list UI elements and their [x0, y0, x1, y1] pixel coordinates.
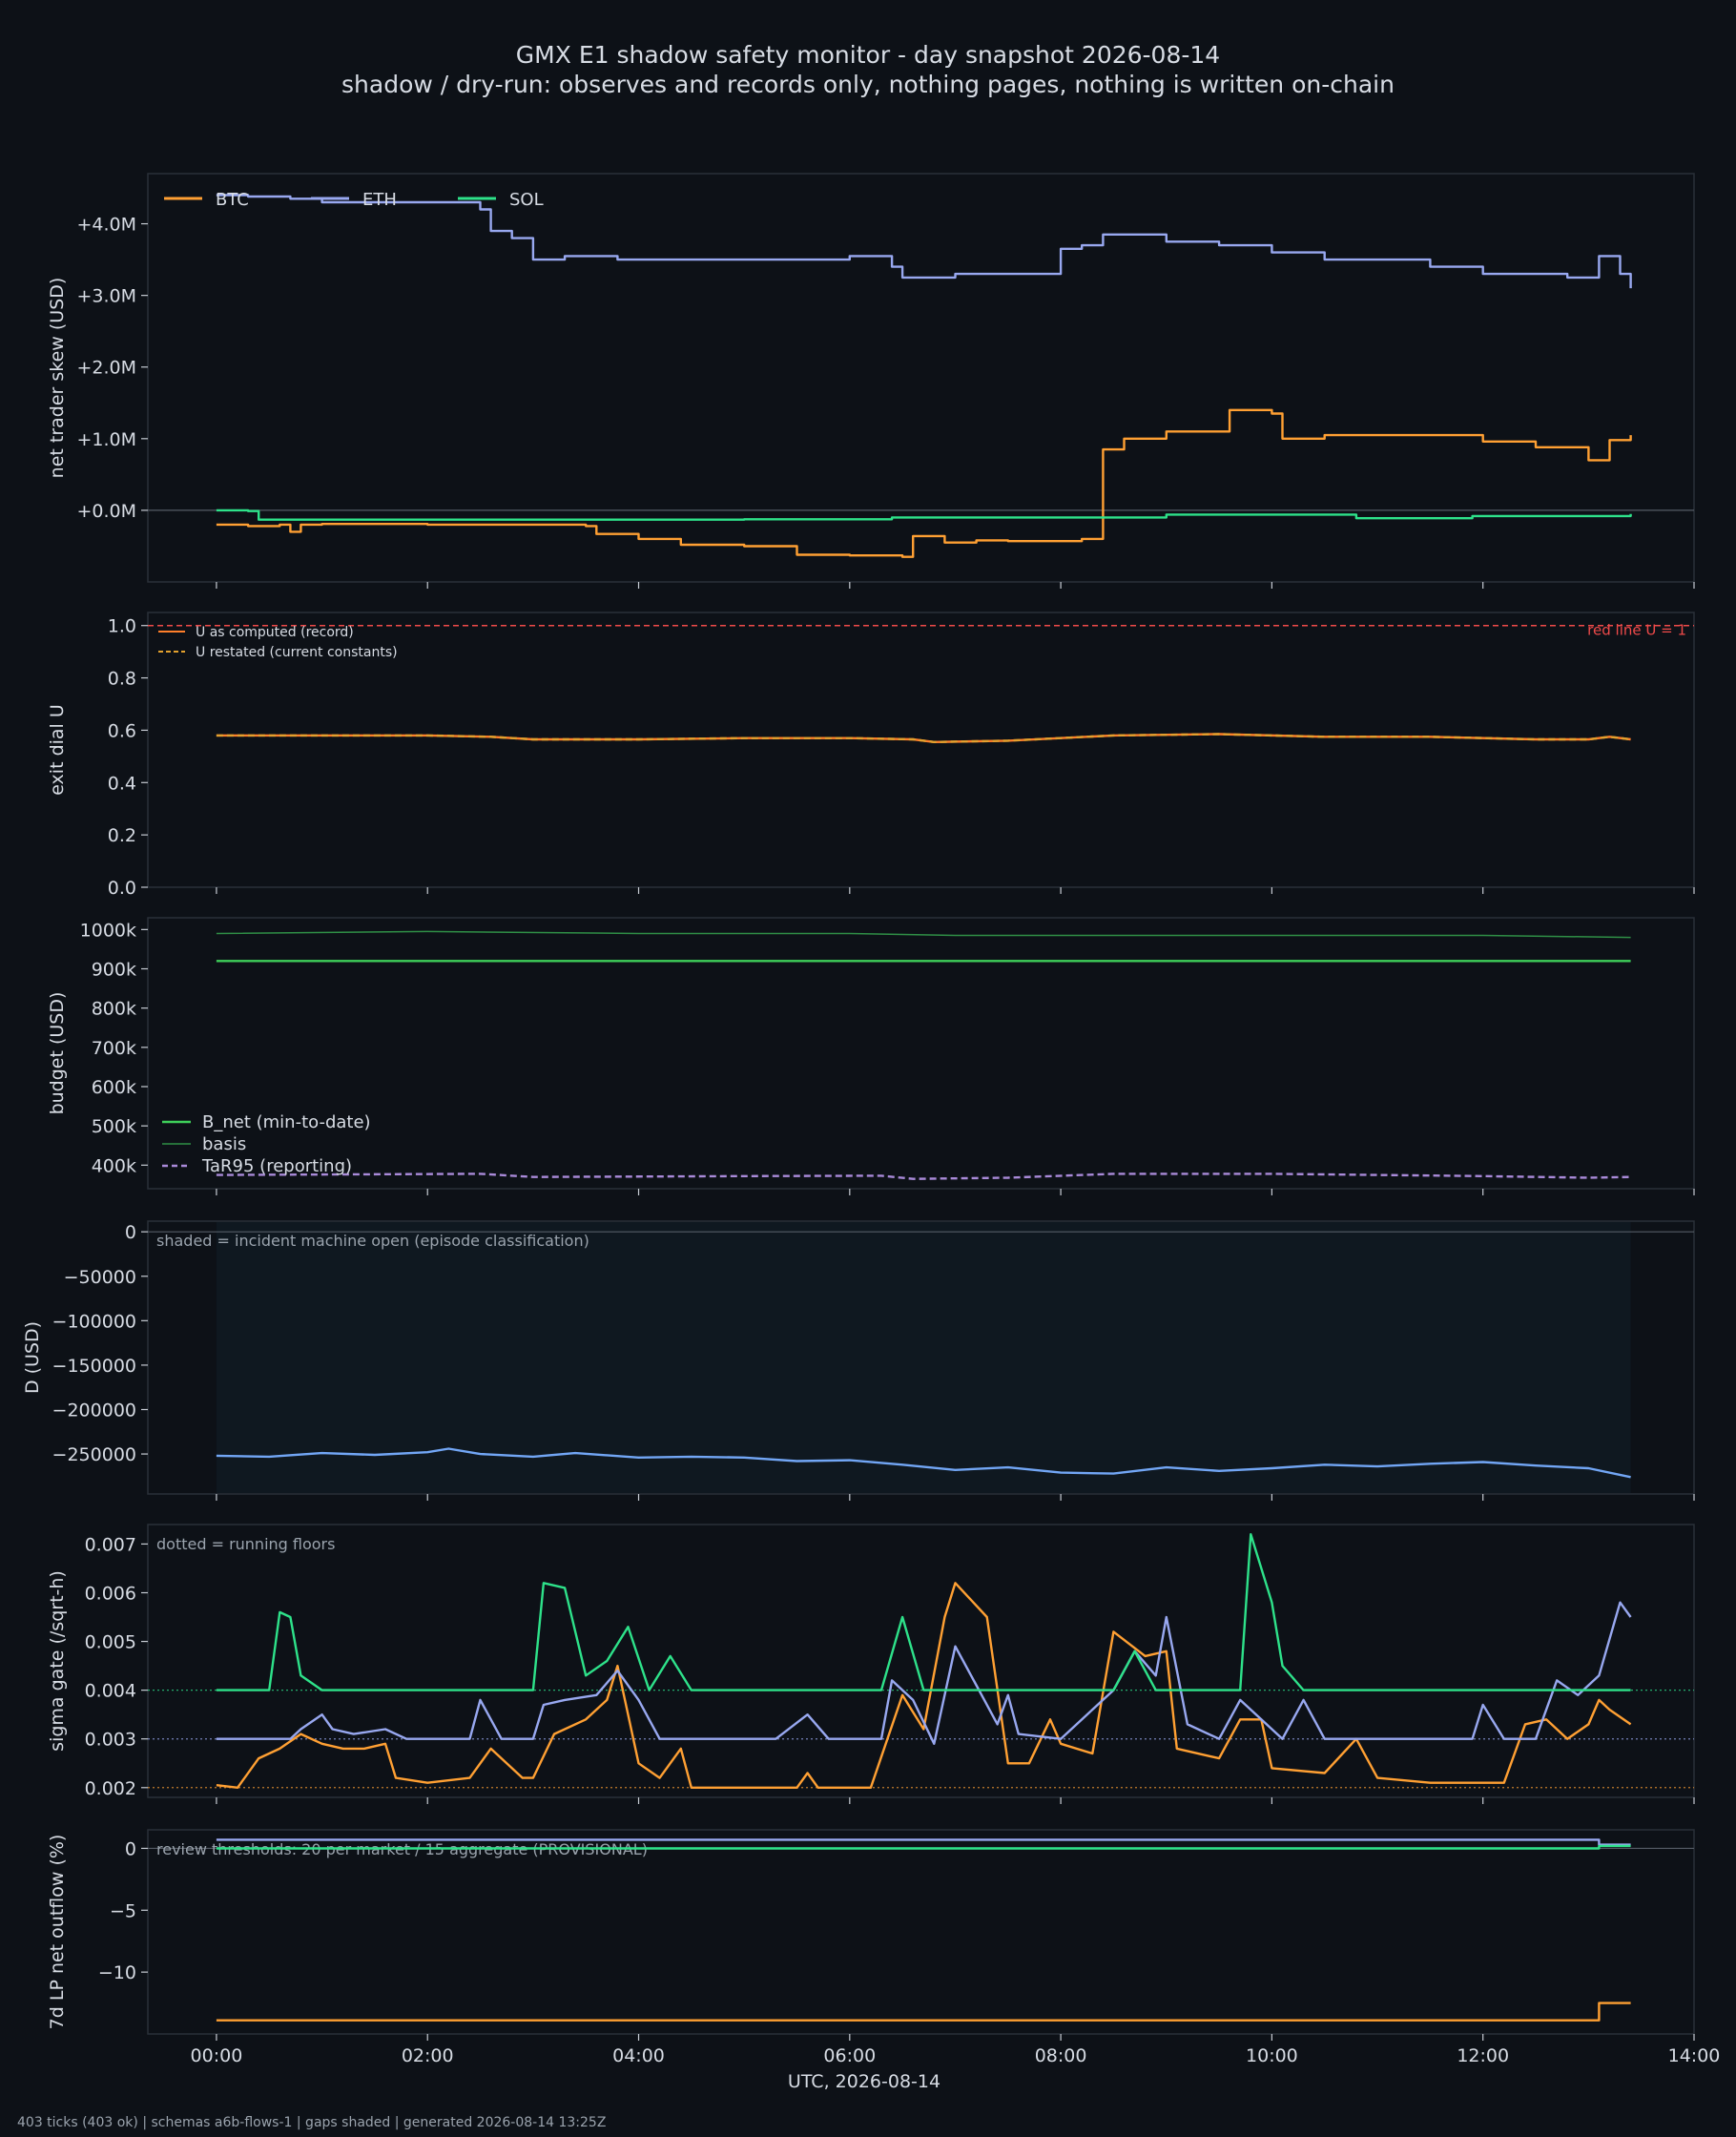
series-line-sol	[216, 1844, 1631, 1850]
series-line-btc	[216, 1582, 1632, 1789]
y-tick-label: 0	[125, 1838, 136, 1859]
y-tick-label: +2.0M	[76, 358, 136, 379]
y-tick-label: +0.0M	[76, 501, 136, 522]
series-line-eth	[216, 1601, 1632, 1745]
panels: +0.0M +1.0M +2.0M +3.0M +4.0M net trader skew…	[22, 173, 1721, 2066]
y-tick-label: 0.002	[85, 1778, 136, 1799]
y-axis-label: 7d LP net outflow (%)	[47, 1835, 68, 2030]
legend-label: BTC	[216, 190, 249, 210]
series-line-eth	[216, 1838, 1631, 1846]
panel-note: dotted = running floors	[156, 1535, 335, 1553]
x-axis-label: UTC, 2026-08-14	[788, 2071, 940, 2092]
panel-3: 400k 500k 600k 700k 800k 900k 1000k budget (USD…	[47, 917, 1695, 1195]
series-line-sol	[216, 1533, 1631, 1691]
y-tick-label: 0.006	[85, 1584, 136, 1605]
y-tick-label: 0.4	[108, 773, 136, 794]
series-line-tar95-reporting-	[216, 1172, 1631, 1180]
x-tick-label: 12:00	[1457, 2045, 1509, 2066]
series-line-eth	[216, 194, 1632, 289]
x-tick-label: 08:00	[1035, 2045, 1087, 2066]
panel-2: 0.0 0.2 0.4 0.6 0.8 1.0 exit dial U red line U …	[47, 612, 1695, 899]
plot-area	[147, 1524, 1695, 1798]
y-tick-label: 0.005	[85, 1632, 136, 1653]
y-tick-label: −5	[110, 1900, 136, 1921]
legend-label: U as computed (record)	[196, 625, 354, 640]
chart-subtitle: shadow / dry-run: observes and records o…	[341, 71, 1395, 98]
legend-label: TaR95 (reporting)	[201, 1156, 352, 1176]
y-tick-label: −200000	[52, 1400, 136, 1421]
y-axis-label: sigma gate (/sqrt-h)	[47, 1570, 68, 1752]
y-tick-label: 0.8	[108, 669, 136, 690]
x-tick-label: 00:00	[191, 2045, 243, 2066]
y-tick-label: −150000	[52, 1356, 136, 1377]
y-axis-label: D (USD)	[22, 1321, 43, 1394]
y-tick-label: 0.004	[85, 1681, 136, 1702]
y-axis-label: exit dial U	[47, 704, 68, 796]
x-tick-label: 10:00	[1246, 2045, 1298, 2066]
y-tick-label: 500k	[92, 1116, 136, 1137]
series-line-sol	[216, 508, 1632, 521]
legend-label: B_net (min-to-date)	[202, 1112, 371, 1132]
legend-label: ETH	[362, 190, 397, 210]
y-tick-label: 800k	[92, 999, 136, 1020]
y-tick-label: +1.0M	[76, 429, 136, 450]
series-line-basis	[216, 930, 1631, 939]
incident-shading	[216, 1222, 1631, 1493]
series-line-btc	[216, 408, 1632, 558]
y-tick-label: −50000	[64, 1267, 136, 1288]
y-tick-label: 0.003	[85, 1730, 136, 1751]
y-tick-label: 0.6	[108, 720, 136, 741]
plot-area	[147, 1829, 1695, 2035]
y-tick-label: 700k	[92, 1038, 136, 1059]
x-tick-label: 14:00	[1668, 2045, 1721, 2066]
plot-area	[147, 173, 1695, 583]
series-line-d	[216, 1447, 1631, 1479]
y-tick-label: 900k	[92, 960, 136, 981]
y-tick-label: 600k	[92, 1077, 136, 1098]
y-tick-label: −10	[98, 1962, 136, 1983]
legend-label: basis	[202, 1134, 246, 1154]
y-tick-label: 0.0	[108, 878, 136, 899]
y-tick-label: −250000	[52, 1444, 136, 1465]
y-tick-label: 0	[125, 1222, 136, 1243]
y-axis-label: net trader skew (USD)	[47, 278, 68, 479]
x-tick-label: 02:00	[402, 2045, 454, 2066]
plot-area	[147, 917, 1695, 1190]
plot-area	[147, 612, 1695, 888]
y-tick-label: 0.007	[85, 1534, 136, 1555]
y-tick-label: 1000k	[80, 920, 136, 941]
footer-status: 403 ticks (403 ok) | schemas a6b-flows-1…	[17, 2115, 606, 2130]
y-tick-label: +3.0M	[76, 286, 136, 307]
panel-4: 0 −50000 −100000 −150000 −200000 −250000 D (US…	[22, 1220, 1695, 1501]
legend-label: U restated (current constants)	[196, 645, 398, 660]
legend-label: SOL	[509, 190, 544, 210]
panel-6: 0 −5 −10 00:00 02:00 04:00 06:00 08:00 10:00 12:0…	[47, 1829, 1721, 2066]
series-line-u-restated-current-constants-	[216, 733, 1631, 743]
y-tick-label: 1.0	[108, 616, 136, 637]
x-tick-label: 06:00	[823, 2045, 876, 2066]
series-line-btc	[216, 2002, 1631, 2022]
panel-note: shaded = incident machine open (episode …	[156, 1232, 589, 1250]
y-tick-label: 400k	[92, 1155, 136, 1176]
chart-title: GMX E1 shadow safety monitor - day snaps…	[516, 41, 1220, 69]
y-tick-label: −100000	[52, 1311, 136, 1332]
y-tick-label: 0.2	[108, 825, 136, 846]
panel-5: 0.002 0.003 0.004 0.005 0.006 0.007 sigma gate…	[47, 1524, 1695, 1804]
x-tick-label: 04:00	[612, 2045, 665, 2066]
panel-1: +0.0M +1.0M +2.0M +3.0M +4.0M net trader skew…	[47, 173, 1695, 589]
y-axis-label: budget (USD)	[47, 992, 68, 1115]
y-tick-label: +4.0M	[76, 215, 136, 236]
red-line-label: red line U = 1	[1587, 622, 1686, 639]
